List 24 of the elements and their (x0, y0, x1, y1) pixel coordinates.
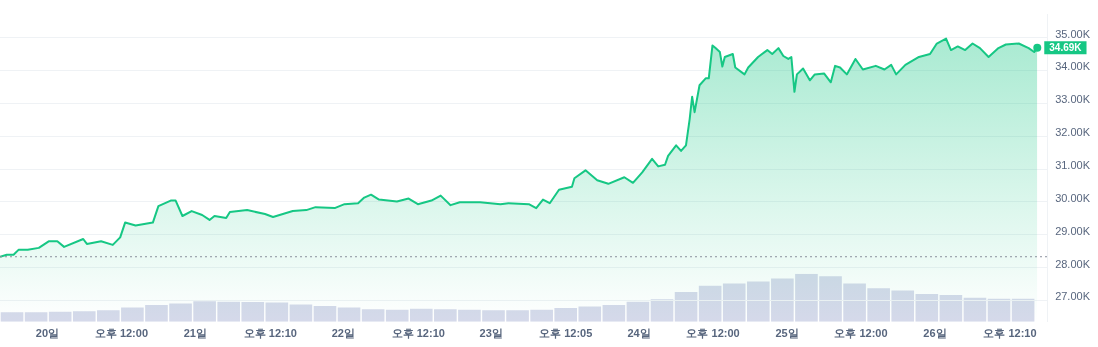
x-tick-label: 24일 (627, 327, 651, 340)
x-tick-label: 오후 12:10 (391, 327, 445, 340)
y-tick-label: 31.00K (1055, 159, 1091, 172)
x-tick-label: 21일 (183, 327, 207, 340)
annotation: 34.69K (1049, 41, 1083, 53)
x-tick-label: 26일 (923, 327, 947, 340)
x-tick-label: 오후 12:00 (686, 327, 740, 340)
x-tick-label: 25일 (775, 327, 799, 340)
x-tick-label: 20일 (35, 327, 60, 340)
y-tick-label: 35.00K (1055, 27, 1091, 40)
y-tick-label: 33.00K (1055, 93, 1091, 106)
x-tick-label: 오후 12:05 (539, 327, 593, 340)
x-tick-label: 22일 (331, 327, 355, 340)
x-tick-label: 오후 12:00 (834, 327, 888, 340)
x-tick-label: 오후 12:00 (94, 327, 149, 340)
y-tick-label: 27.00K (1055, 290, 1091, 303)
x-tick-label: 23일 (479, 327, 503, 340)
y-tick-label: 29.00K (1055, 224, 1091, 237)
y-tick-label: 30.00K (1055, 191, 1091, 204)
y-tick-label: 32.00K (1055, 126, 1091, 139)
x-tick-label: 오후 12:10 (243, 327, 297, 340)
x-tick-label: 오후 12:10 (983, 327, 1037, 340)
y-tick-label: 28.00K (1055, 257, 1091, 270)
y-tick-label: 34.00K (1055, 60, 1091, 73)
